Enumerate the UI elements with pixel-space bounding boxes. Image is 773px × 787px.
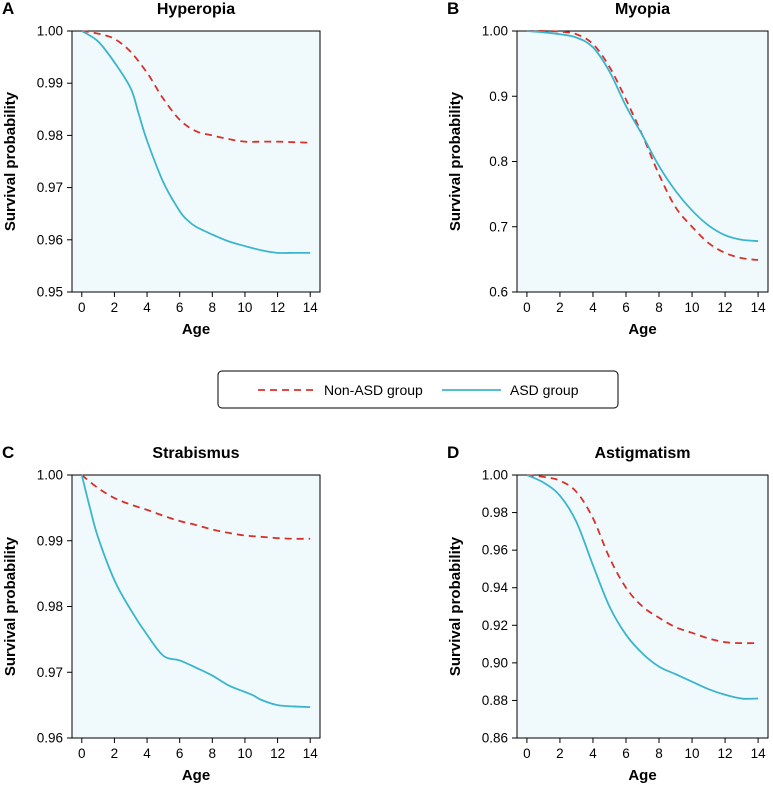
x-tick-label: 0 xyxy=(523,300,531,315)
y-tick-label: 0.97 xyxy=(37,180,63,195)
x-tick-label: 2 xyxy=(111,746,119,761)
y-tick-label: 0.90 xyxy=(482,655,508,670)
x-tick-label: 6 xyxy=(622,746,630,761)
y-tick-label: 0.9 xyxy=(489,89,508,104)
x-axis-label: Age xyxy=(628,321,656,338)
x-tick-label: 0 xyxy=(78,746,86,761)
y-tick-label: 0.99 xyxy=(37,76,63,91)
y-tick-label: 0.98 xyxy=(37,128,63,143)
plot-area xyxy=(71,30,321,293)
x-tick-label: 8 xyxy=(655,746,663,761)
x-axis-label: Age xyxy=(182,767,210,784)
plot-area xyxy=(516,30,769,293)
panel-a: A Hyperopia 0.95 0.96 0.97 0.98 0.99 1.00 0 2 4 6 8 1… xyxy=(2,0,321,338)
y-tick-label: 0.6 xyxy=(489,285,508,300)
x-tick-label: 4 xyxy=(143,300,151,315)
non-asd-line xyxy=(526,474,759,645)
x-tick-label: 8 xyxy=(655,300,663,315)
panel-b: B Myopia 0.6 0.7 0.8 0.9 1.00 0 2 4 6 8 10 12 14 Age Sur… xyxy=(447,0,769,338)
x-tick-label: 14 xyxy=(751,746,767,761)
legend: Non-ASD group ASD group xyxy=(217,370,619,409)
asd-line xyxy=(80,474,311,708)
non-asd-line xyxy=(81,30,311,144)
y-axis-label: Survival probability xyxy=(447,91,464,231)
panel-letter: C xyxy=(2,443,14,462)
y-tick-label: 0.96 xyxy=(37,232,63,247)
panel-letter: A xyxy=(2,0,14,18)
y-tick-label: 1.00 xyxy=(37,468,63,483)
y-tick-label: 0.88 xyxy=(482,693,508,708)
asd-line xyxy=(81,30,311,254)
panel-title: Astigmatism xyxy=(594,445,690,462)
plot-area xyxy=(71,474,321,739)
y-axis-label: Survival probability xyxy=(2,91,19,231)
x-tick-label: 6 xyxy=(176,746,184,761)
x-tick-label: 4 xyxy=(143,746,151,761)
x-tick-label: 4 xyxy=(589,746,597,761)
x-tick-label: 2 xyxy=(556,746,564,761)
x-tick-label: 12 xyxy=(718,300,733,315)
legend-non-asd-label: Non-ASD group xyxy=(324,382,423,398)
x-tick-label: 10 xyxy=(237,300,252,315)
y-tick-label: 0.98 xyxy=(482,505,508,520)
panel-title: Strabismus xyxy=(152,445,239,462)
legend-asd-label: ASD group xyxy=(510,382,579,398)
y-tick-label: 1.00 xyxy=(482,24,508,39)
panel-d: D Astigmatism 0.86 0.88 0.90 0.92 0.94 0.96 0.98… xyxy=(447,443,769,784)
y-tick-label: 1.00 xyxy=(482,468,508,483)
y-tick-label: 0.98 xyxy=(37,599,63,614)
legend-box xyxy=(217,370,619,409)
y-tick-label: 0.94 xyxy=(482,580,509,595)
x-tick-label: 4 xyxy=(589,300,597,315)
y-tick-label: 0.99 xyxy=(37,533,63,548)
x-tick-label: 0 xyxy=(523,746,531,761)
panel-title: Myopia xyxy=(615,1,670,18)
panel-title: Hyperopia xyxy=(157,1,235,18)
x-tick-label: 10 xyxy=(237,746,252,761)
y-tick-label: 0.95 xyxy=(37,285,63,300)
y-tick-label: 0.92 xyxy=(482,618,508,633)
x-axis-label: Age xyxy=(628,767,656,784)
panel-letter: B xyxy=(447,0,459,18)
y-tick-label: 1.00 xyxy=(37,24,63,39)
y-tick-label: 0.8 xyxy=(489,154,508,169)
x-tick-label: 8 xyxy=(209,300,217,315)
x-axis-label: Age xyxy=(182,321,210,338)
x-tick-label: 12 xyxy=(270,300,285,315)
y-axis-label: Survival probability xyxy=(2,536,19,676)
panel-c: C Strabismus 0.96 0.97 0.98 0.99 1.00 0 2 4 6 8 10 12… xyxy=(2,443,321,784)
y-tick-label: 0.86 xyxy=(482,731,508,746)
asd-line xyxy=(526,30,759,242)
x-tick-label: 8 xyxy=(209,746,217,761)
plot-area xyxy=(516,474,769,739)
y-tick-label: 0.7 xyxy=(489,219,508,234)
x-tick-label: 0 xyxy=(78,300,86,315)
y-axis-label: Survival probability xyxy=(447,536,464,676)
x-tick-label: 14 xyxy=(303,300,319,315)
x-tick-label: 12 xyxy=(270,746,285,761)
x-tick-label: 2 xyxy=(556,300,564,315)
x-tick-label: 6 xyxy=(176,300,184,315)
x-tick-label: 10 xyxy=(685,300,700,315)
non-asd-line xyxy=(81,474,311,540)
x-tick-label: 6 xyxy=(622,300,630,315)
x-tick-label: 10 xyxy=(685,746,700,761)
y-tick-label: 0.97 xyxy=(37,665,63,680)
asd-line xyxy=(526,474,759,700)
x-tick-label: 12 xyxy=(718,746,733,761)
panel-letter: D xyxy=(447,443,459,462)
x-tick-label: 14 xyxy=(751,300,767,315)
y-tick-label: 0.96 xyxy=(482,543,508,558)
x-tick-label: 2 xyxy=(111,300,119,315)
y-tick-label: 0.96 xyxy=(37,731,63,746)
x-tick-label: 14 xyxy=(303,746,319,761)
